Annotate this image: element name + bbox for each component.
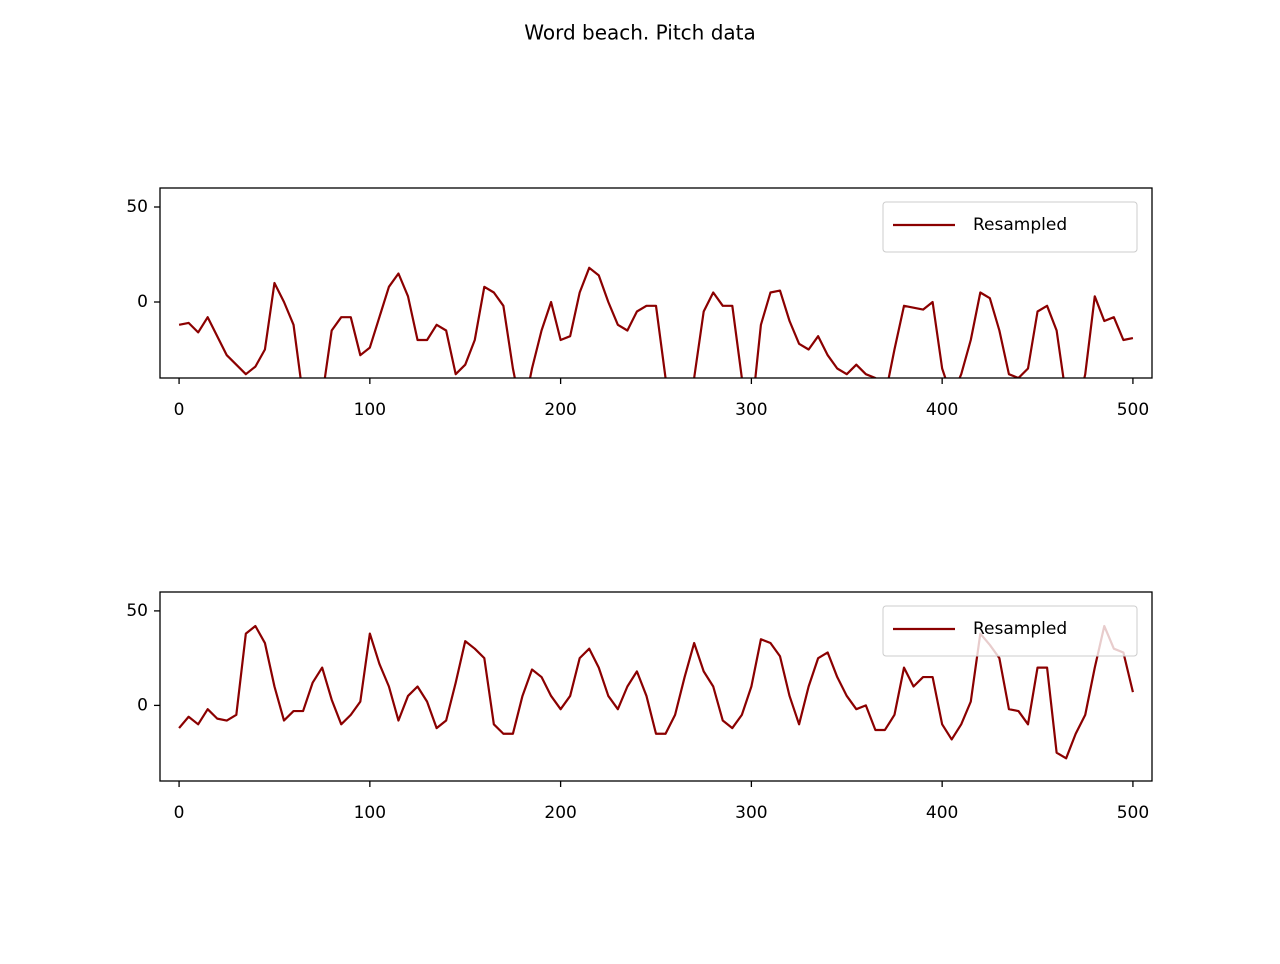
legend-box: [882, 605, 1138, 657]
figure-title: Word beach. Pitch data: [524, 21, 756, 45]
legend: Resampled: [882, 201, 1138, 253]
y-tick-label: 0: [137, 292, 148, 312]
plot-area: [178, 266, 1134, 378]
axes-frame: [159, 187, 1153, 379]
x-tick-label: 300: [735, 803, 767, 823]
x-tick-label: 500: [1117, 803, 1149, 823]
x-tick-label: 100: [354, 803, 386, 823]
x-tick-label: 300: [735, 400, 767, 420]
y-tick-label: 0: [137, 695, 148, 715]
x-tick-label: 400: [926, 400, 958, 420]
x-tick-label: 500: [1117, 400, 1149, 420]
line: [178, 624, 1134, 760]
axes-frame: [159, 591, 1153, 782]
line: [178, 266, 1134, 378]
legend-label: Resampled: [973, 619, 1067, 639]
legend-box: [882, 201, 1138, 253]
y-tick-label: 50: [126, 601, 148, 621]
x-tick-label: 400: [926, 803, 958, 823]
x-tick-label: 0: [174, 400, 185, 420]
legend: Resampled: [882, 605, 1138, 657]
legend-label: Resampled: [973, 215, 1067, 235]
x-tick-label: 200: [544, 803, 576, 823]
x-tick-label: 200: [544, 400, 576, 420]
x-tick-label: 100: [354, 400, 386, 420]
y-tick-label: 50: [126, 197, 148, 217]
plot-area: [178, 624, 1134, 760]
x-tick-label: 0: [174, 803, 185, 823]
